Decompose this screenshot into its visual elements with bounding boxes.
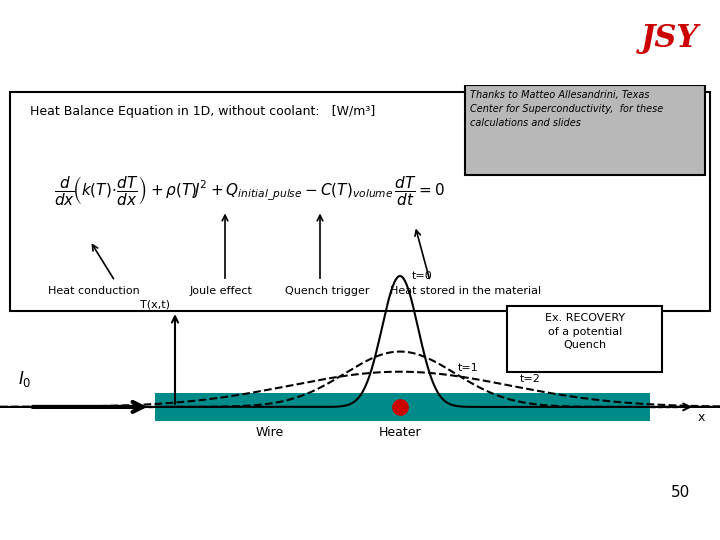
Text: Heat stored in the material: Heat stored in the material	[390, 286, 541, 296]
Text: $\mathit{I}_0$: $\mathit{I}_0$	[18, 369, 32, 389]
Text: Heater: Heater	[379, 426, 421, 439]
Bar	[10, 92, 710, 311]
Text: for Accelerators: for Accelerators	[4, 32, 76, 41]
Text: Joule effect: Joule effect	[190, 286, 253, 296]
Text: $\dfrac{d}{dx}\!\left(k(T)\!\cdot\!\dfrac{dT}{dx}\right) + \rho(T)\!J^{2} + Q_{i: $\dfrac{d}{dx}\!\left(k(T)\!\cdot\!\dfra…	[55, 174, 446, 207]
Text: t=1: t=1	[458, 363, 479, 373]
Bar	[155, 393, 650, 421]
Text: Superconductivity: Superconductivity	[4, 7, 86, 16]
Text: Thanks to Matteo Allesandrini, Texas
Center for Superconductivity,  for these
ca: Thanks to Matteo Allesandrini, Texas Cen…	[470, 90, 663, 128]
Text: Ex. RECOVERY
of a potential
Quench: Ex. RECOVERY of a potential Quench	[545, 313, 625, 350]
Text: S. Prestemon: S. Prestemon	[4, 58, 63, 66]
Text: Fundamental Accelerator Theory, Simulations and Measurement Lab – Michigan State: Fundamental Accelerator Theory, Simulati…	[17, 519, 703, 529]
Bar	[465, 85, 705, 176]
Text: T(x,t): T(x,t)	[140, 299, 170, 309]
Bar	[507, 306, 662, 372]
Text: Quench trigger: Quench trigger	[285, 286, 369, 296]
Text: Wire: Wire	[256, 426, 284, 439]
Text: Calculation of the Bifurcation Point: Calculation of the Bifurcation Point	[125, 3, 595, 26]
Text: t=0: t=0	[412, 271, 433, 281]
Text: Heat Balance Equation in 1D, without coolant:   [W/m³]: Heat Balance Equation in 1D, without coo…	[30, 105, 375, 118]
Text: x: x	[698, 411, 706, 424]
Text: for Superconductor Instabilities: for Superconductor Instabilities	[148, 42, 572, 66]
Text: 50: 50	[671, 484, 690, 500]
Text: Heat conduction: Heat conduction	[48, 286, 140, 296]
FancyBboxPatch shape	[626, 5, 715, 80]
Text: t=2: t=2	[520, 374, 541, 384]
Text: JSY: JSY	[642, 23, 699, 53]
